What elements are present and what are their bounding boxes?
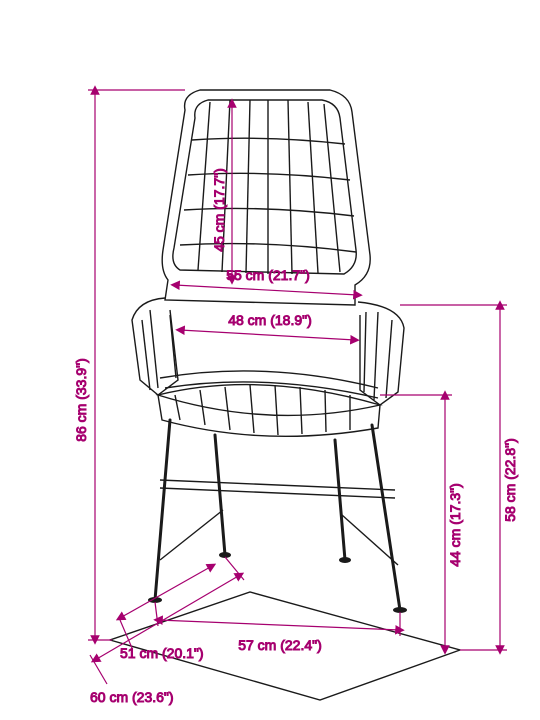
dimension-diagram: 86 cm (33.9") 45 cm (17.7") 55 cm (21.7"… xyxy=(0,0,540,720)
dim-seat-inner-w: 48 cm (18.9") xyxy=(228,312,312,328)
dim-seat-height: 44 cm (17.3") xyxy=(447,483,463,567)
dimension-annotations: 86 cm (33.9") 45 cm (17.7") 55 cm (21.7"… xyxy=(73,90,518,705)
dim-total-height: 86 cm (33.9") xyxy=(73,358,89,442)
dim-arm-inner-w: 55 cm (21.7") xyxy=(226,267,310,283)
dim-front-width: 57 cm (22.4") xyxy=(238,637,322,653)
dim-back-height: 45 cm (17.7") xyxy=(211,168,227,252)
dim-arm-height: 58 cm (22.8") xyxy=(502,438,518,522)
dim-seat-depth: 51 cm (20.1") xyxy=(120,645,204,661)
dim-total-depth: 60 cm (23.6") xyxy=(90,689,174,705)
